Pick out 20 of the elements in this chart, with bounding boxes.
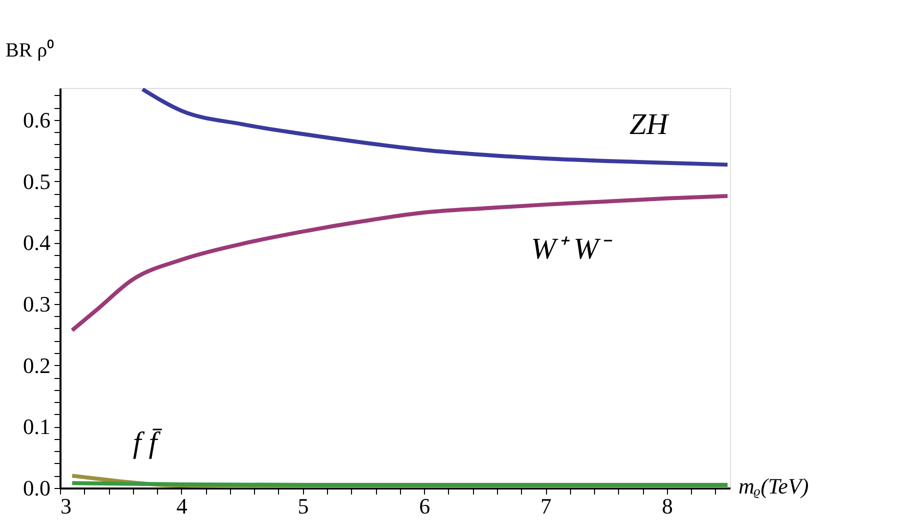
y-tick-label: 0.2	[23, 352, 50, 378]
y-axis-title: BR ρ⁰	[6, 38, 54, 62]
annotation: W⁺ W⁻	[531, 232, 613, 266]
x-tick-label: 4	[176, 494, 188, 518]
y-tick-label: 0.4	[23, 230, 50, 256]
line-series	[70, 194, 730, 332]
x-axis-title: mᵨ(TeV)	[738, 474, 809, 498]
x-tick-label: 5	[298, 494, 309, 518]
annotation: f f̄	[132, 426, 163, 460]
x-tick-label: 6	[419, 494, 430, 518]
x-tick-label: 8	[662, 494, 673, 518]
y-tick-label: 0.1	[23, 414, 50, 440]
annotation: ZH	[630, 108, 670, 141]
y-tick-label: 0.5	[23, 168, 50, 194]
line-series	[140, 88, 730, 167]
y-tick-label: 0.6	[23, 107, 50, 132]
x-tick-label: 3	[60, 494, 72, 518]
y-tick-label: 0.3	[23, 291, 50, 316]
y-tick-label: 0.0	[23, 476, 50, 500]
x-tick-label: 7	[540, 494, 552, 518]
